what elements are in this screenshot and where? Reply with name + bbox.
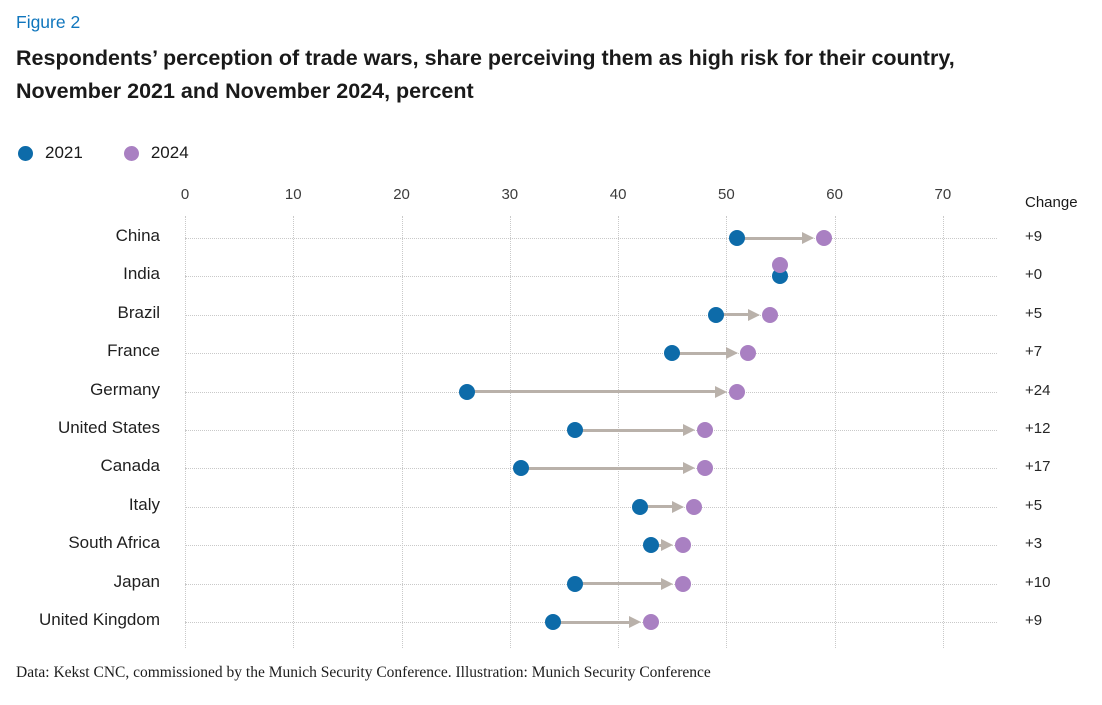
x-tick-label: 30 <box>501 186 519 203</box>
chart-title: Respondents’ perception of trade wars, s… <box>16 42 955 108</box>
country-label: Germany <box>90 379 160 399</box>
row-baseline <box>185 314 997 316</box>
change-arrow-head <box>661 577 674 590</box>
change-value: +9 <box>1025 612 1043 629</box>
country-label: France <box>107 341 160 361</box>
change-value: +5 <box>1025 304 1043 322</box>
x-gridline <box>726 216 728 648</box>
change-arrow-head <box>726 347 738 360</box>
country-label: India <box>123 264 160 284</box>
change-arrow-head <box>715 385 728 398</box>
x-tick-label: 0 <box>180 186 190 203</box>
x-gridline <box>293 216 295 648</box>
change-arrow-shaft <box>639 505 673 509</box>
dot-2021 <box>512 460 529 477</box>
x-tick-label: 50 <box>718 186 735 203</box>
x-tick-label: 10 <box>284 186 302 203</box>
change-value: +5 <box>1025 496 1043 514</box>
country-label: Brazil <box>117 302 160 322</box>
dot-2021 <box>631 498 648 515</box>
change-arrow-head <box>671 500 684 513</box>
dot-2024 <box>696 460 713 477</box>
dot-2024 <box>761 306 778 323</box>
change-arrow-shaft <box>715 313 749 317</box>
chart-title-line-2: November 2021 and November 2024, percent <box>16 79 474 103</box>
country-label: Japan <box>113 571 160 591</box>
dot-2024 <box>675 537 692 554</box>
x-gridline <box>401 216 403 648</box>
row-baseline <box>185 506 997 508</box>
change-value: +7 <box>1025 343 1043 361</box>
dot-2024 <box>772 257 789 274</box>
dot-2024 <box>740 345 756 362</box>
dot-2021 <box>545 614 562 630</box>
dot-2021 <box>642 537 659 554</box>
row-baseline <box>185 238 997 239</box>
change-value: +24 <box>1025 381 1051 399</box>
change-arrow-head <box>661 539 674 552</box>
x-gridline <box>509 216 511 648</box>
change-value: +0 <box>1025 266 1043 284</box>
chart-title-line-1: Respondents’ perception of trade wars, s… <box>16 46 955 70</box>
source-credit: Data: Kekst CNC, commissioned by the Mun… <box>16 664 711 681</box>
change-value: +3 <box>1025 535 1043 553</box>
change-arrow-shaft <box>520 466 684 470</box>
change-value: +10 <box>1025 573 1051 591</box>
x-tick-label: 20 <box>393 186 410 203</box>
change-value: +12 <box>1025 420 1051 437</box>
dot-2021 <box>566 575 583 592</box>
change-value: +17 <box>1025 458 1051 476</box>
row-baseline <box>185 276 997 278</box>
legend-dot-2021 <box>18 145 33 161</box>
dot-2021 <box>458 383 475 400</box>
x-gridline <box>185 216 186 648</box>
dot-2021 <box>664 345 681 362</box>
change-value: +9 <box>1025 228 1043 245</box>
dot-2024 <box>642 614 659 630</box>
dot-2021 <box>729 230 746 246</box>
change-arrow-head <box>628 616 641 628</box>
change-arrow-head <box>682 462 695 475</box>
x-tick-label: 40 <box>609 186 627 203</box>
row-baseline <box>185 353 997 355</box>
dot-2024 <box>675 575 692 592</box>
dot-2024 <box>815 230 832 246</box>
x-gridline <box>618 216 620 648</box>
dot-2024 <box>685 498 702 515</box>
figure-label: Figure 2 <box>16 12 81 32</box>
legend-label-2024: 2024 <box>150 143 189 162</box>
change-arrow-shaft <box>574 582 663 586</box>
country-label: Canada <box>100 456 160 476</box>
country-label: United Kingdom <box>39 610 160 629</box>
change-arrow-head <box>747 308 760 321</box>
dot-2021 <box>707 306 724 323</box>
legend-label-2021: 2021 <box>45 143 83 162</box>
change-column-header: Change <box>1025 194 1078 211</box>
dot-2024 <box>696 422 713 438</box>
x-tick-label: 70 <box>934 186 952 203</box>
change-arrow-shaft <box>466 390 717 394</box>
row-baseline <box>185 545 997 547</box>
change-arrow-shaft <box>553 620 630 624</box>
country-label: China <box>115 226 160 245</box>
change-arrow-head <box>682 424 695 436</box>
change-arrow-shaft <box>737 236 803 240</box>
dot-2021 <box>566 422 583 438</box>
change-arrow-head <box>801 232 814 244</box>
change-arrow-shaft <box>574 428 684 432</box>
legend: 2021 2024 <box>18 142 230 164</box>
country-label: United States <box>57 418 160 437</box>
country-label: South Africa <box>68 533 160 553</box>
change-arrow-shaft <box>672 351 727 355</box>
legend-dot-2024 <box>123 145 139 161</box>
x-tick-label: 60 <box>826 186 843 203</box>
country-label: Italy <box>128 494 160 514</box>
x-gridline <box>942 216 944 648</box>
dot-2024 <box>729 383 746 400</box>
x-gridline <box>834 216 836 648</box>
